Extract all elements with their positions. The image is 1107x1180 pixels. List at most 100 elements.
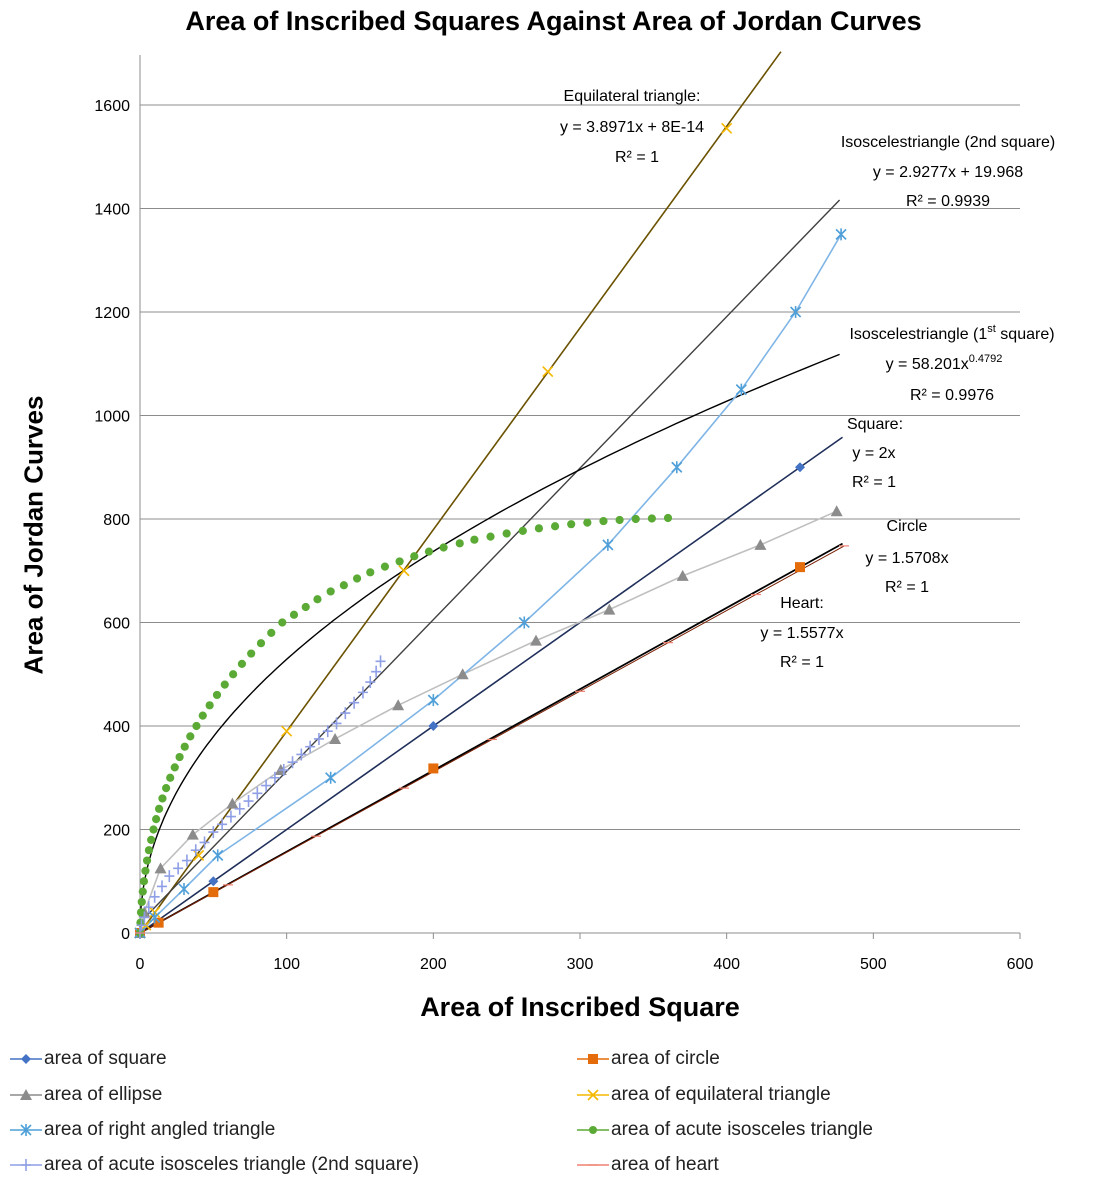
annotation-r2: R² = 1	[780, 654, 824, 671]
data-point	[186, 732, 195, 741]
data-point	[313, 732, 324, 745]
trendline	[139, 436, 843, 934]
series-markers	[135, 513, 673, 938]
legend-item: area of acute isosceles triangle	[575, 1118, 873, 1142]
data-point	[339, 581, 348, 590]
annotation-circle: Circle y = 1.5708x R² = 1	[865, 518, 948, 596]
annotation-label: Isoscelestriangle (1st square)	[849, 323, 1054, 343]
legend-item: area of equilateral triangle	[575, 1083, 831, 1107]
data-point	[149, 890, 160, 903]
trendline	[139, 51, 782, 934]
data-point	[502, 529, 511, 538]
data-point	[136, 908, 146, 917]
annotation-equation-base: y = 58.201x	[886, 356, 969, 373]
data-point	[289, 610, 299, 619]
data-point	[589, 1126, 597, 1134]
data-point	[663, 513, 673, 523]
data-point	[158, 794, 167, 803]
data-point	[162, 784, 171, 793]
data-point	[208, 887, 219, 898]
data-markers	[134, 122, 849, 939]
data-point	[170, 763, 179, 772]
legend-item: area of circle	[575, 1047, 720, 1071]
x-tick-label: 400	[713, 956, 740, 973]
chart-title: Area of Inscribed Squares Against Area o…	[185, 6, 922, 36]
annotation-equation: y = 1.5708x	[865, 550, 948, 567]
data-point	[217, 818, 228, 831]
data-point	[143, 901, 154, 914]
data-point	[375, 655, 386, 668]
data-point	[180, 742, 189, 751]
x-tick-label: 200	[420, 956, 447, 973]
y-tick-label: 1400	[94, 202, 130, 219]
data-point	[192, 721, 201, 731]
data-point	[198, 711, 207, 720]
data-point	[530, 634, 542, 646]
data-point	[647, 514, 656, 523]
data-point	[340, 707, 351, 720]
data-point	[208, 826, 219, 839]
data-point	[267, 628, 276, 637]
annotation-square: Square: y = 2x R² = 1	[847, 416, 903, 491]
data-point	[371, 665, 382, 678]
data-point	[138, 887, 147, 896]
legend: area of square area of circle area of elli…	[0, 1043, 1107, 1180]
annotation-r2: R² = 1	[615, 149, 659, 166]
data-point	[331, 717, 342, 730]
data-point	[205, 701, 214, 710]
data-point	[21, 1054, 31, 1064]
data-point	[795, 562, 805, 573]
data-point	[152, 815, 161, 824]
tick-labels: 0 200 400 600 800 1000 1200 1400 1600 0 100 200 300 4…	[94, 98, 1033, 973]
data-point	[234, 802, 245, 815]
data-point	[325, 771, 337, 784]
data-point	[835, 228, 847, 241]
data-point	[410, 552, 419, 561]
data-point	[329, 732, 342, 744]
data-point	[542, 365, 554, 378]
legend-swatch	[10, 1124, 42, 1136]
legend-swatch	[10, 1054, 42, 1064]
y-tick-label: 1600	[94, 98, 130, 115]
annotation-r2: R² = 0.9976	[910, 387, 994, 404]
data-point	[721, 122, 733, 134]
data-point	[398, 565, 410, 577]
data-point	[186, 828, 199, 840]
x-axis-title: Area of Inscribed Square	[420, 992, 740, 1022]
data-point	[754, 538, 767, 550]
data-point	[252, 787, 263, 800]
y-tick-label: 800	[103, 512, 130, 529]
annotation-r2: R² = 0.9939	[906, 193, 990, 210]
data-point	[256, 639, 266, 648]
data-point	[243, 795, 254, 808]
data-point	[281, 725, 293, 737]
annotation-r2: R² = 1	[885, 579, 929, 596]
annotation-label-sup: st	[987, 323, 996, 335]
data-point	[380, 562, 390, 571]
data-point	[278, 618, 287, 627]
annotation-label: Equilateral triangle:	[564, 88, 701, 105]
annotation-equilateral: Equilateral triangle: y = 3.8971x + 8E-1…	[560, 88, 704, 166]
data-point	[226, 797, 239, 809]
annotation-equation: y = 58.201x0.4792	[886, 353, 1003, 373]
data-point	[587, 1089, 599, 1101]
legend-item: area of right angled triangle	[8, 1118, 275, 1142]
y-tick-label: 200	[103, 823, 130, 840]
data-point	[349, 696, 360, 709]
data-point	[212, 849, 224, 862]
data-point	[144, 846, 154, 855]
data-point	[20, 1124, 32, 1136]
data-point	[178, 883, 190, 896]
data-point	[147, 835, 156, 844]
axes	[139, 55, 1021, 939]
data-point	[301, 602, 310, 612]
annotation-isosceles-1st: Isoscelestriangle (1st square) y = 58.20…	[849, 323, 1054, 404]
data-point	[392, 699, 405, 711]
legend-item: area of ellipse	[8, 1083, 162, 1107]
data-point	[357, 686, 368, 699]
legend-item: area of acute isosceles triangle (2nd sq…	[8, 1153, 419, 1177]
annotation-label-tail: square)	[996, 326, 1055, 343]
legend-label: area of square	[44, 1048, 167, 1069]
data-point	[322, 725, 333, 738]
data-point	[220, 680, 229, 689]
